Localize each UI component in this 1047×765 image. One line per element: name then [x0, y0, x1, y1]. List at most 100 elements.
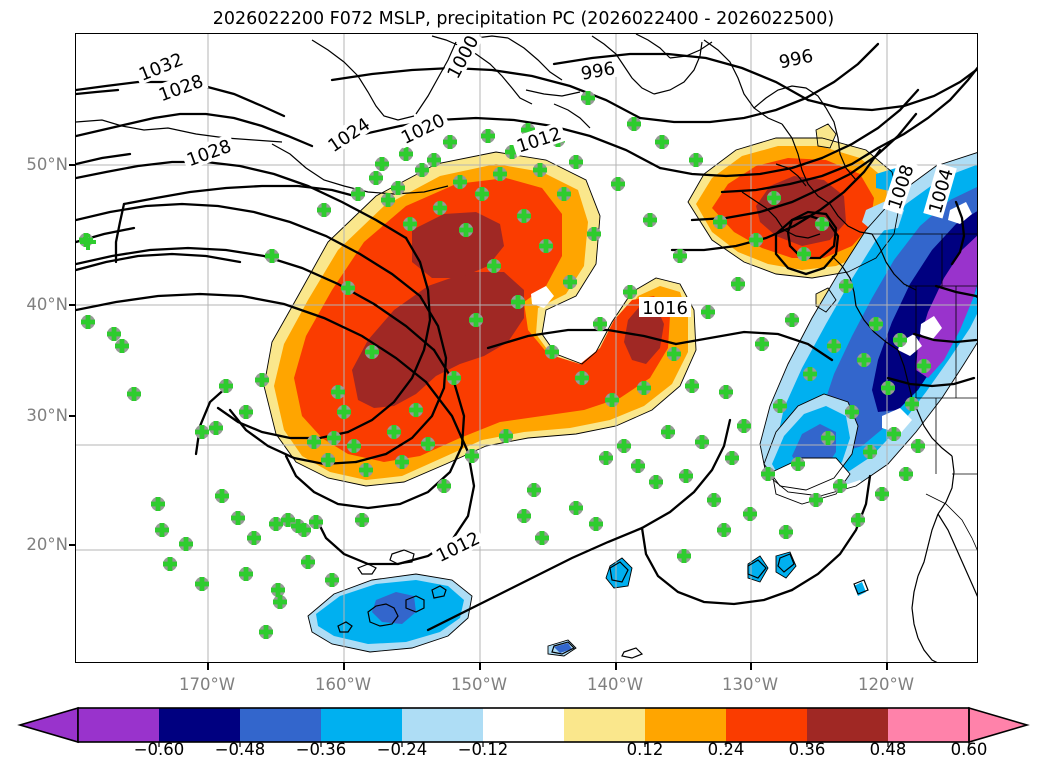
svg-text:1016: 1016 [642, 298, 688, 319]
observation-plus-marker [673, 249, 687, 263]
observation-plus-marker [593, 317, 607, 331]
colorbar-segment [240, 708, 322, 742]
observation-plus-marker [661, 425, 675, 439]
observation-plus-marker [307, 435, 321, 449]
svg-text:1020: 1020 [398, 110, 448, 149]
observation-plus-marker [265, 249, 279, 263]
observation-plus-marker [611, 177, 625, 191]
observation-plus-marker [481, 129, 495, 143]
observation-plus-marker [369, 171, 383, 185]
contour-label: 1012 [510, 121, 567, 158]
svg-text:996: 996 [579, 58, 616, 85]
observation-plus-marker [239, 405, 253, 419]
observation-plus-marker [869, 317, 883, 331]
observation-plus-marker [269, 517, 283, 531]
observation-plus-marker [493, 167, 507, 181]
observation-plus-marker [459, 223, 473, 237]
xtick-mark-130w [750, 663, 752, 670]
pc-hole-a [920, 316, 942, 340]
observation-plus-marker [179, 537, 193, 551]
filled-contour-layer [264, 124, 977, 656]
observation-plus-marker [623, 285, 637, 299]
observation-plus-marker [331, 385, 345, 399]
observation-plus-marker [685, 379, 699, 393]
observation-plus-marker [375, 157, 389, 171]
observation-plus-marker [321, 453, 335, 467]
observation-plus-marker [863, 445, 877, 459]
ytick-mark-50n [69, 164, 76, 166]
observation-plus-marker [737, 419, 751, 433]
observation-plus-marker [355, 513, 369, 527]
observation-plus-marker [605, 393, 619, 407]
observation-plus-marker [469, 313, 483, 327]
observation-plus-marker [421, 437, 435, 451]
contour-label: 1024 [321, 111, 376, 158]
observation-plus-marker [821, 431, 835, 445]
observation-plus-marker [395, 455, 409, 469]
observation-plus-marker [839, 279, 853, 293]
observation-plus-marker [689, 153, 703, 167]
observation-plus-marker [887, 427, 901, 441]
observation-plus-marker [833, 479, 847, 493]
observation-plus-marker [341, 281, 355, 295]
xtick-mark-120w [886, 663, 888, 670]
contour-fill-outlines [263, 123, 977, 657]
pc-hole-c [882, 408, 912, 434]
svg-text:996: 996 [777, 46, 815, 74]
pc-hole-g [531, 286, 554, 308]
observation-plus-marker [81, 315, 95, 329]
observation-plus-marker [155, 523, 169, 537]
observation-plus-marker [291, 519, 305, 533]
observation-plus-marker [767, 191, 781, 205]
observation-plus-marker [475, 187, 489, 201]
colorbar-segment [402, 708, 484, 742]
observation-plus-marker [391, 181, 405, 195]
map-panel[interactable]: 1032 1028 1028 1024 1020 1012 1000 996 996 1016 10… [75, 33, 978, 663]
observation-plus-marker [453, 175, 467, 189]
contour-label: 1016 [639, 297, 691, 319]
observation-plus-marker [281, 513, 295, 527]
xtick-label-140w: 140°W [586, 675, 644, 694]
xtick-mark-150w [479, 663, 481, 670]
observation-plus-marker [695, 435, 709, 449]
colorbar-tick-label: 0.24 [707, 740, 745, 759]
observation-plus-marker [499, 429, 513, 443]
observation-plus-marker [327, 431, 341, 445]
colorbar-segment [645, 708, 727, 742]
xtick-label-170w: 170°W [178, 675, 236, 694]
observation-plus-marker [79, 233, 93, 247]
contour-label: 1020 [394, 107, 451, 149]
observation-plus-marker [415, 163, 429, 177]
colorbar-tick-label: −0.36 [295, 740, 347, 759]
observation-plus-marker [755, 337, 769, 351]
observation-plus-marker [115, 339, 129, 353]
observation-plus-marker [617, 439, 631, 453]
ytick-mark-40n [69, 304, 76, 306]
coastline-layer [76, 34, 977, 662]
observation-plus-marker [637, 381, 651, 395]
observation-plus-marker [297, 523, 311, 537]
observation-plus-marker [587, 227, 601, 241]
contour-label: 1028 [180, 133, 237, 171]
observation-plus-marker [809, 493, 823, 507]
observation-plus-marker [569, 155, 583, 169]
ytick-label-20n: 20°N [26, 535, 68, 554]
observation-plus-marker [399, 147, 413, 161]
colorbar-tick-label: 0.12 [626, 740, 664, 759]
xtick-mark-170w [207, 663, 209, 670]
observation-plus-marker [743, 507, 757, 521]
observation-plus-marker [273, 595, 287, 609]
observation-plus-marker [851, 513, 865, 527]
observation-plus-marker [107, 327, 121, 341]
observation-plus-marker [717, 523, 731, 537]
observation-plus-marker [893, 333, 907, 347]
colorbar[interactable]: −0.60 −0.48 −0.36 −0.24 −0.12 0.12 0.24 0.36 0.4… [0, 700, 1047, 765]
observation-plus-marker [533, 163, 547, 177]
observation-plus-marker [725, 451, 739, 465]
svg-text:1024: 1024 [324, 114, 374, 157]
colorbar-segment [78, 708, 160, 742]
observation-plus-marker [731, 277, 745, 291]
observation-plus-marker [701, 305, 715, 319]
